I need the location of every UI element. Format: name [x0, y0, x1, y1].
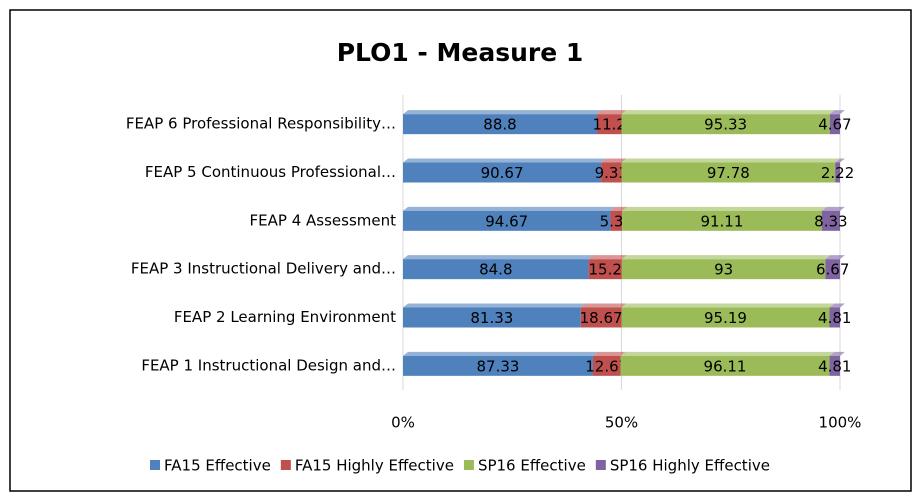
- bar: [621, 114, 830, 135]
- bar-depth: [403, 110, 603, 115]
- data-label: 95.19: [704, 309, 747, 327]
- y-tick-label: FEAP 1 Instructional Design and…: [141, 356, 396, 374]
- bar: [592, 355, 621, 376]
- bar-depth: [403, 158, 607, 163]
- bar: [829, 114, 840, 135]
- bar: [403, 162, 602, 183]
- bar: [610, 210, 623, 231]
- bar: [403, 114, 598, 135]
- data-label: 95.33: [704, 116, 747, 134]
- y-tick-label: FEAP 6 Professional Responsibility…: [126, 115, 396, 133]
- y-tick-label: FEAP 2 Learning Environment: [174, 308, 396, 326]
- legend-label: SP16 Highly Effective: [610, 457, 770, 475]
- bar-depth: [835, 158, 845, 163]
- x-tick-label: 100%: [819, 414, 862, 432]
- bar: [620, 355, 830, 376]
- data-label: 11.2: [593, 116, 626, 134]
- y-tick-label: FEAP 5 Continuous Professional…: [145, 163, 396, 181]
- bar: [621, 307, 830, 328]
- x-tick-label: 0%: [391, 414, 415, 432]
- bar-depth: [829, 351, 845, 356]
- data-label: 8.33: [814, 212, 847, 230]
- data-label: 6.67: [816, 261, 849, 279]
- data-label: 12.67: [585, 357, 628, 375]
- bar-depth: [622, 206, 827, 211]
- data-label: 81.33: [470, 309, 513, 327]
- legend-label: FA15 Effective: [164, 457, 271, 475]
- bar: [597, 114, 622, 135]
- bar: [835, 162, 840, 183]
- chart-title: PLO1 - Measure 1: [337, 38, 584, 67]
- bar-depth: [821, 206, 845, 211]
- bar: [403, 259, 589, 280]
- bar: [825, 259, 840, 280]
- bar-depth: [621, 255, 831, 260]
- legend-swatch: [280, 460, 291, 470]
- bar: [621, 259, 826, 280]
- bar: [829, 307, 840, 328]
- data-label: 2.22: [821, 164, 854, 182]
- bar: [403, 307, 581, 328]
- data-label: 93: [714, 261, 733, 279]
- bar-depth: [601, 158, 627, 163]
- legend-swatch: [463, 460, 474, 470]
- data-label: 4.81: [818, 357, 851, 375]
- bar: [821, 210, 840, 231]
- bar: [622, 210, 822, 231]
- data-label: 94.67: [485, 212, 528, 230]
- bar: [403, 355, 593, 376]
- bar-depth: [588, 255, 627, 260]
- y-tick-label: FEAP 4 Assessment: [250, 211, 397, 229]
- bar-depth: [825, 255, 845, 260]
- data-label: 4.67: [818, 116, 851, 134]
- bar: [601, 162, 622, 183]
- data-label: 15.2: [589, 261, 622, 279]
- data-label: 90.67: [481, 164, 524, 182]
- data-label: 88.8: [483, 116, 516, 134]
- bar-depth: [621, 303, 835, 308]
- bar: [403, 210, 611, 231]
- bar: [588, 259, 622, 280]
- data-label: 97.78: [707, 164, 750, 182]
- data-label: 18.67: [580, 309, 623, 327]
- data-label: 4.81: [818, 309, 851, 327]
- bar-depth: [403, 303, 586, 308]
- data-label: 84.8: [479, 261, 512, 279]
- data-label: 87.33: [476, 357, 519, 375]
- y-tick-label: FEAP 3 Instructional Delivery and…: [131, 260, 396, 278]
- bar-depth: [610, 206, 628, 211]
- data-label: 9.33: [595, 164, 628, 182]
- bar-depth: [403, 255, 594, 260]
- data-label: 91.11: [700, 212, 743, 230]
- bar: [580, 307, 622, 328]
- legend-swatch: [150, 460, 161, 470]
- bar-depth: [403, 351, 598, 356]
- data-label: 96.11: [704, 357, 747, 375]
- bar-depth: [829, 303, 845, 308]
- x-tick-label: 50%: [605, 414, 638, 432]
- legend-swatch: [595, 460, 606, 470]
- bar-depth: [829, 110, 845, 115]
- bar-depth: [621, 110, 835, 115]
- bar-depth: [403, 206, 616, 211]
- bar-depth: [580, 303, 627, 308]
- legend-label: FA15 Highly Effective: [295, 457, 454, 475]
- legend-label: SP16 Effective: [478, 457, 586, 475]
- bar-depth: [620, 351, 835, 356]
- bar-depth: [592, 351, 626, 356]
- bar-depth: [597, 110, 627, 115]
- bar-depth: [621, 158, 841, 163]
- chart-border: [9, 9, 912, 492]
- bar: [829, 355, 840, 376]
- bar: [621, 162, 836, 183]
